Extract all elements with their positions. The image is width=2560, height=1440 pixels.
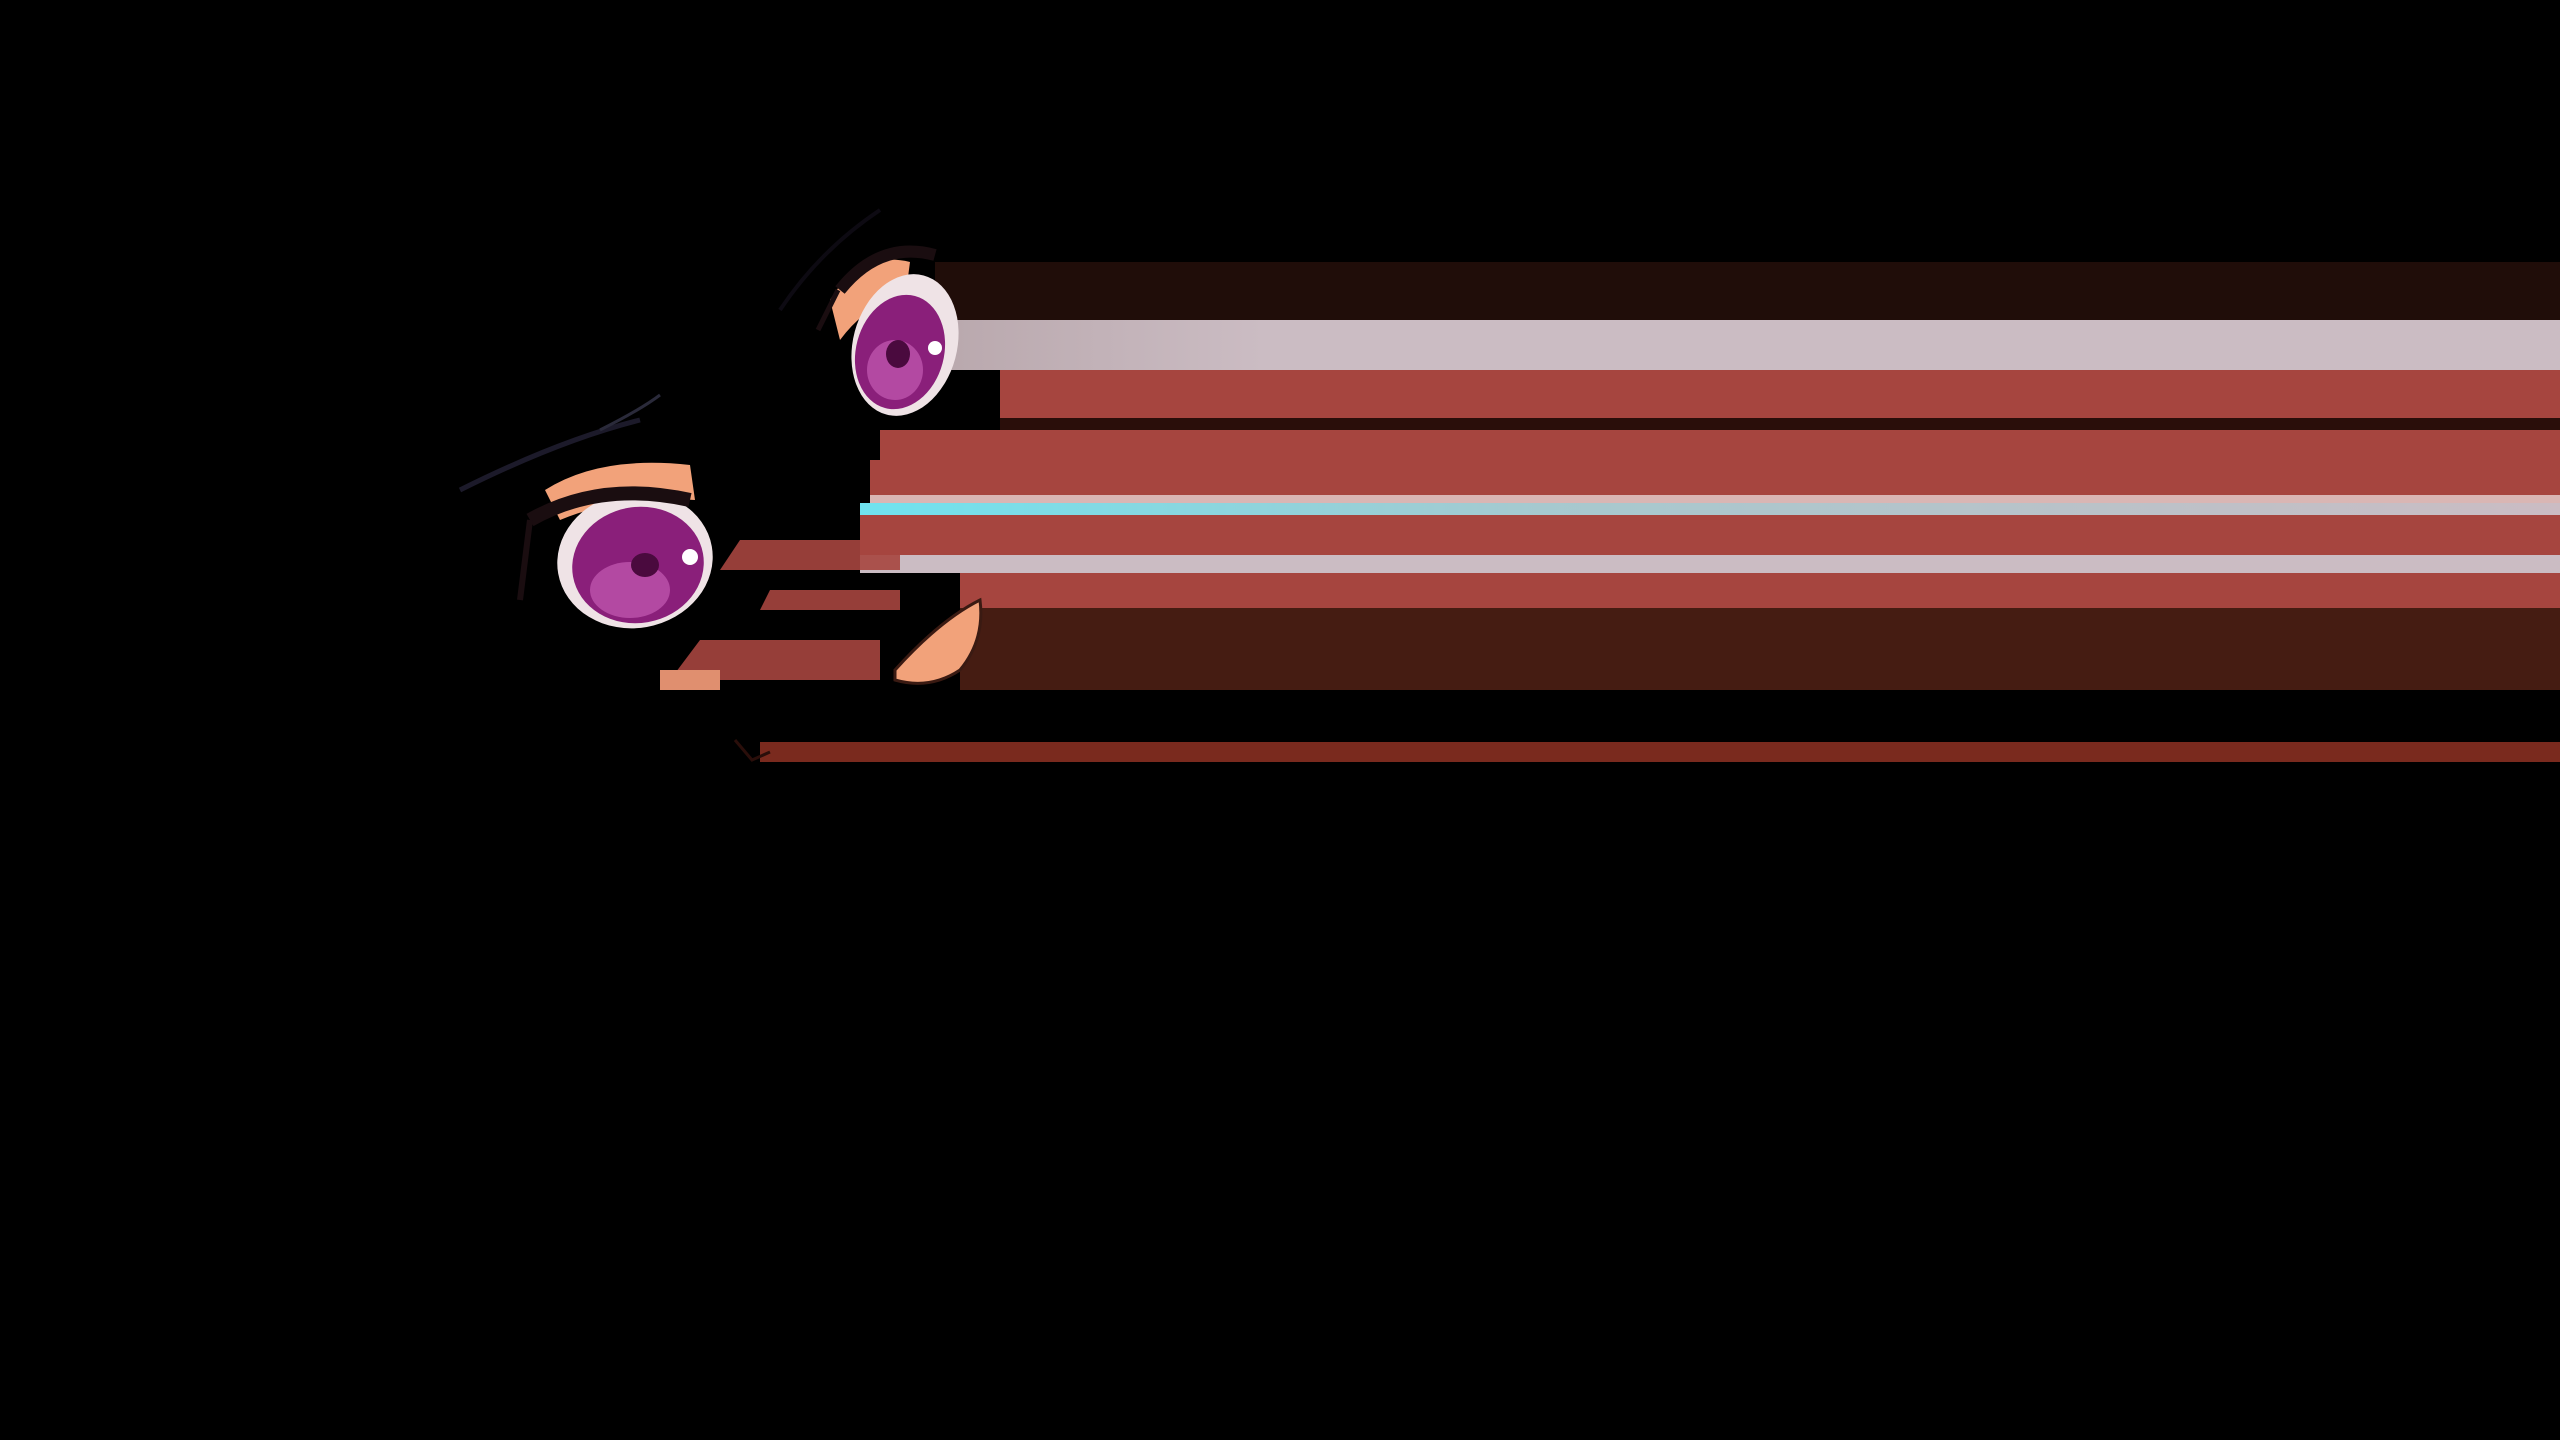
eyelash-left	[526, 486, 692, 527]
skin-smear-left	[670, 640, 880, 680]
stripe-pink	[940, 320, 2560, 370]
eye-right	[815, 245, 959, 416]
eyelash-right	[835, 245, 937, 294]
stripe-thin-red	[760, 742, 2560, 762]
stripe-red-3	[870, 460, 2560, 495]
skin-smear-mid	[720, 540, 900, 570]
stripe-dark-red	[960, 608, 2560, 690]
stripe-dark-thin-1	[1000, 418, 2560, 430]
chin-mark	[733, 739, 771, 762]
stripe-red-1	[1000, 370, 2560, 418]
eye-left	[517, 462, 713, 629]
highlight-right	[928, 341, 942, 355]
stripe-red-4	[860, 515, 2560, 555]
stripe-top-dark	[935, 262, 2560, 322]
nose-shape	[893, 597, 983, 685]
stripe-cyan	[860, 503, 2560, 515]
hair-strand-mid	[599, 393, 661, 432]
lash-flick-left	[517, 519, 533, 601]
pupil-right	[886, 340, 910, 368]
skin-smear-small	[760, 590, 900, 610]
lash-flick-right	[815, 288, 841, 332]
hair-strand-upper	[778, 208, 882, 312]
stripe-red-5	[960, 573, 2560, 608]
hair-strand-eyebrow	[458, 417, 641, 493]
pupil-left	[631, 553, 659, 577]
iris-glow-left	[590, 562, 670, 618]
highlight-left	[682, 549, 698, 565]
stripe-red-2	[880, 430, 2560, 460]
stripe-pink-3	[860, 555, 2560, 573]
skin-smear-low	[660, 670, 720, 690]
